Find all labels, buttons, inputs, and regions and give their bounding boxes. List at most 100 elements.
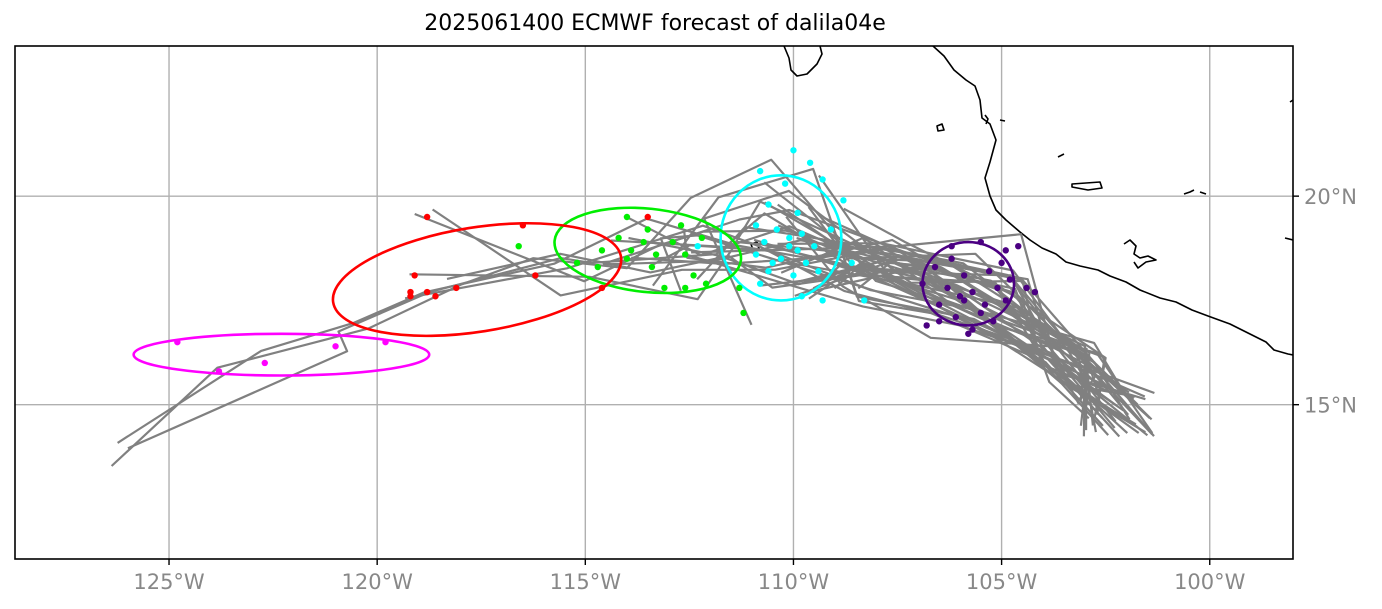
forecast-position-dot xyxy=(935,318,943,325)
forecast-position-dot xyxy=(698,234,706,242)
forecast-position-dot xyxy=(702,280,710,287)
forecast-position-dot xyxy=(944,284,951,292)
uncertainty-ellipse xyxy=(553,206,743,295)
forecast-position-dot xyxy=(644,213,651,221)
forecast-position-dot xyxy=(640,238,647,246)
forecast-position-dot xyxy=(815,268,822,275)
forecast-position-dot xyxy=(761,238,768,246)
forecast-position-dot xyxy=(948,242,955,250)
island-6 xyxy=(1123,239,1157,269)
island-4 xyxy=(1057,153,1065,158)
coastline-mainland xyxy=(783,46,823,77)
forecast-position-dot xyxy=(752,222,760,229)
forecast-position-dot xyxy=(432,293,439,300)
forecast-position-dot xyxy=(935,301,943,308)
uncertainty-ellipse xyxy=(132,332,431,377)
forecast-position-dot xyxy=(740,309,747,317)
axis-ticks: 125°W 120°W 115°W 110°W 105°W 100°W 20°N 15°N xyxy=(133,185,1357,594)
forecast-position-dot xyxy=(690,272,697,279)
forecast-position-dot xyxy=(682,284,689,292)
forecast-position-dot xyxy=(677,222,685,229)
forecast-position-dot xyxy=(990,318,997,325)
forecast-position-dot xyxy=(977,309,984,317)
forecast-position-dot xyxy=(802,259,810,267)
forecast-position-dot xyxy=(1015,242,1022,250)
forecast-position-dot xyxy=(407,293,414,300)
forecast-position-dot xyxy=(977,238,984,246)
ensemble-track xyxy=(414,212,1087,390)
forecast-position-dot xyxy=(819,176,826,183)
ensemble-track xyxy=(683,232,1097,402)
x-tick-label: 110°W xyxy=(758,570,830,594)
y-tick-label: 20°N xyxy=(1304,185,1357,209)
forecast-position-dot xyxy=(752,251,760,258)
forecast-position-dot xyxy=(790,272,797,279)
forecast-position-dot xyxy=(960,272,968,279)
ensemble-track xyxy=(606,208,1139,406)
forecast-position-dot xyxy=(806,159,814,166)
forecast-position-dot xyxy=(969,326,976,333)
forecast-position-dot xyxy=(573,259,581,267)
ensemble-track xyxy=(446,252,1090,420)
y-tick-label: 15°N xyxy=(1304,394,1357,418)
island-1 xyxy=(936,123,945,132)
forecast-position-dot xyxy=(794,209,801,217)
forecast-position-dot xyxy=(1002,247,1009,254)
forecast-position-dot xyxy=(682,251,689,258)
forecast-position-dot xyxy=(598,284,606,292)
forecast-position-dot xyxy=(652,251,660,258)
forecast-position-dot xyxy=(969,288,976,296)
forecast-position-dot xyxy=(756,167,764,175)
forecast-position-dot xyxy=(998,259,1005,267)
forecast-position-dot xyxy=(769,259,776,267)
forecast-position-dot xyxy=(1002,297,1009,304)
forecast-position-dot xyxy=(736,284,743,292)
forecast-position-dot xyxy=(423,288,431,296)
ensemble-track xyxy=(404,224,1104,427)
island-2 xyxy=(984,114,989,125)
forecast-position-dot xyxy=(798,230,805,237)
forecast-position-dot xyxy=(644,226,651,233)
ensemble-track xyxy=(652,167,1116,429)
forecast-position-dot xyxy=(661,284,668,292)
forecast-position-dot xyxy=(777,255,785,262)
forecast-position-dot xyxy=(790,147,797,154)
forecast-position-dot xyxy=(765,201,772,208)
map-frame xyxy=(14,45,1294,560)
forecast-position-dot xyxy=(532,272,539,279)
forecast-position-dot xyxy=(615,234,622,242)
ensemble-track xyxy=(696,226,1093,392)
island-3 xyxy=(999,119,1006,122)
forecast-position-dot xyxy=(519,222,527,229)
forecast-position-dot xyxy=(174,338,181,346)
forecast-position-dot xyxy=(798,293,805,300)
forecast-position-dot xyxy=(923,322,930,329)
forecast-position-dot xyxy=(623,255,631,262)
forecast-position-dot xyxy=(215,368,223,375)
forecast-position-dot xyxy=(931,263,939,271)
forecast-position-dot xyxy=(623,213,631,221)
forecast-position-dot xyxy=(453,284,460,292)
island-7 xyxy=(1183,189,1207,195)
forecast-position-dot xyxy=(756,280,764,287)
forecast-position-dot xyxy=(594,263,602,271)
forecast-position-dot xyxy=(994,284,1001,292)
forecast-position-dot xyxy=(919,280,926,287)
x-tick-label: 105°W xyxy=(966,570,1038,594)
forecast-position-dot xyxy=(965,330,972,337)
coastline-mexico xyxy=(932,46,1293,356)
forecast-position-dot xyxy=(786,242,793,250)
forecast-position-dot xyxy=(773,226,781,233)
forecast-position-dot xyxy=(332,343,339,350)
x-tick-label: 115°W xyxy=(550,570,622,594)
forecast-position-dot xyxy=(515,242,522,250)
forecast-positions xyxy=(174,147,1039,375)
forecast-position-dot xyxy=(794,247,801,254)
forecast-position-dot xyxy=(1006,276,1014,283)
forecast-position-dot xyxy=(956,293,964,300)
forecast-position-dot xyxy=(669,238,676,246)
forecast-position-dot xyxy=(819,297,826,304)
forecast-position-dot xyxy=(423,213,431,221)
x-tick-label: 120°W xyxy=(341,570,413,594)
